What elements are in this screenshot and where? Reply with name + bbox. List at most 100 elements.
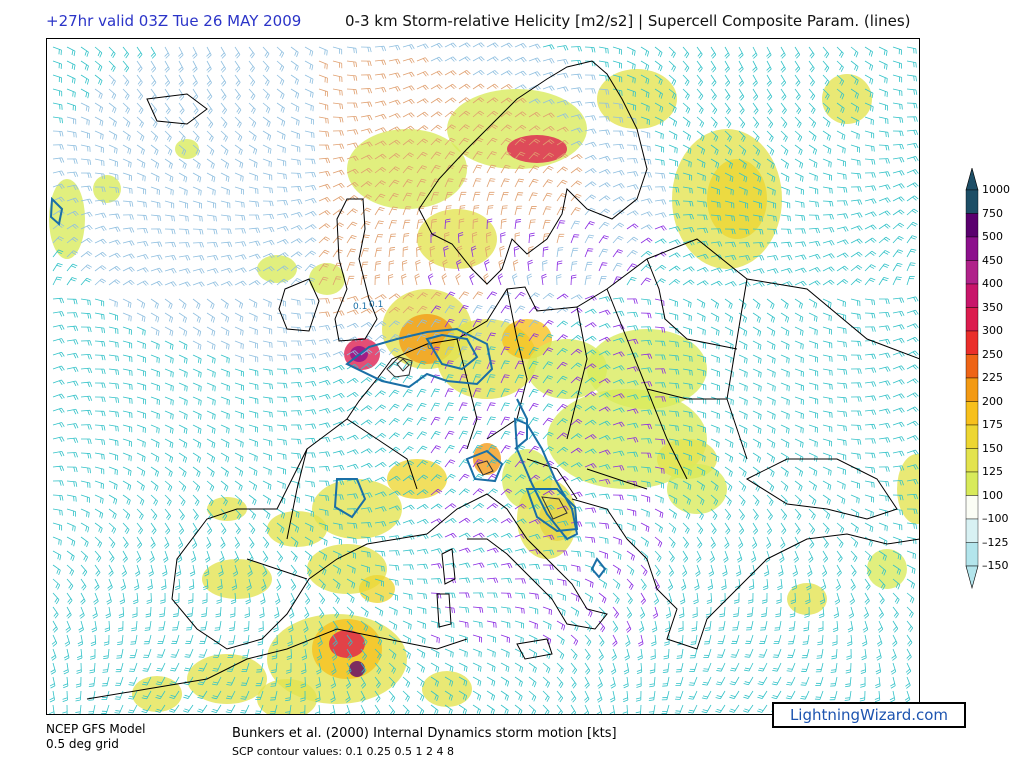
wind-barb [710,74,717,87]
wind-barb [206,214,217,222]
wind-barb [598,550,608,559]
wind-barb [528,57,541,63]
wind-barb [759,634,768,644]
wind-barb [332,464,345,471]
wind-barb [248,494,257,506]
wind-barb [89,662,96,674]
wind-barb [878,210,891,216]
wind-barb [88,704,96,714]
wind-barb [248,508,256,520]
wind-barb [892,222,905,230]
wind-barb [374,113,387,120]
wind-barb [156,648,166,658]
wind-barb [626,88,636,97]
wind-barb [864,409,877,416]
wind-barb [556,72,569,79]
wind-barb [724,452,734,463]
wind-barb [122,312,132,322]
legend-label: 100 [982,488,1003,502]
wind-barb [626,60,636,70]
wind-barb [752,298,761,310]
legend-swatch [965,260,979,285]
wind-barb [66,250,78,258]
wind-barb [808,550,814,563]
wind-barb [836,226,849,232]
wind-barb [276,410,288,417]
lightningwizard-link[interactable]: LightningWizard.com [772,702,966,728]
wind-barb [654,536,663,548]
wind-barb [52,88,63,97]
wind-barb [117,620,124,632]
wind-barb [696,312,706,322]
wind-barb [570,140,583,147]
wind-barb [290,88,300,99]
wind-barb [52,536,62,546]
wind-barb [80,480,91,488]
wind-barb [444,445,455,454]
wind-barb [822,240,835,246]
wind-barb [192,242,204,248]
wind-barb [485,231,492,244]
wind-barb [444,110,457,118]
wind-barb [598,142,611,149]
legend-label: 350 [982,300,1003,314]
wind-barb [318,379,331,386]
wind-barb [514,305,526,314]
wind-barb [626,606,633,619]
wind-barb [360,462,373,469]
wind-barb [835,578,841,591]
legend-label: 300 [982,324,1003,337]
wind-barb [122,466,132,476]
wind-barb [484,259,490,272]
wind-barb [62,676,69,689]
wind-barb [707,578,714,591]
wind-barb [668,46,676,58]
wind-barb [836,88,845,100]
wind-barb [262,102,271,114]
wind-barb [332,262,343,272]
wind-barb [52,249,64,258]
wind-barb [674,704,684,714]
wind-barb [766,438,776,449]
wind-barb [220,46,226,59]
wind-barb [416,563,429,570]
wind-barb [122,116,131,128]
wind-barb [472,304,483,314]
wind-barb [108,312,119,321]
wind-barb [584,606,593,618]
wind-barb [682,326,693,335]
wind-barb [430,164,441,174]
wind-barb [682,144,692,155]
wind-barb [738,312,747,323]
wind-barb [304,466,316,473]
wind-barb [332,450,345,456]
wind-barb [80,88,90,99]
wind-barb [794,186,804,195]
wind-barb [108,424,119,432]
wind-barb [388,113,401,119]
wind-barb [150,536,156,549]
wind-barb [80,264,92,272]
wind-barb [875,676,881,689]
wind-barb [220,382,230,392]
wind-barb [304,88,314,98]
wind-barb [836,116,845,127]
wind-barb [178,298,187,310]
wind-barb [836,522,845,534]
wind-barb [458,648,468,658]
wind-barb [696,522,704,535]
wind-barb [794,494,803,506]
wind-barb [766,102,773,115]
wind-barb [780,326,790,337]
wind-barb [822,326,833,335]
wind-barb [878,184,891,190]
wind-barb [500,346,510,356]
wind-barb [766,158,775,169]
wind-barb [234,60,241,73]
wind-barb [192,74,198,87]
wind-barb [710,158,720,169]
wind-barb [486,137,498,146]
wind-barb [430,56,443,63]
wind-barb [332,169,345,176]
wind-barb [864,46,874,57]
